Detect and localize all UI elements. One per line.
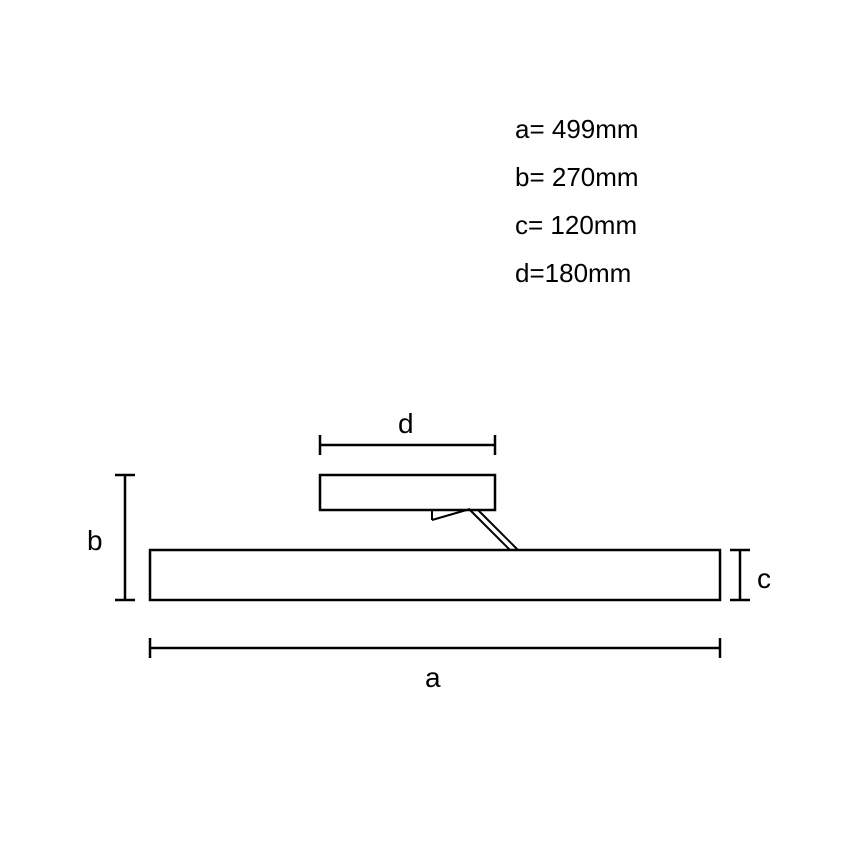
dim-label-c: c <box>757 563 771 595</box>
dim-label-b: b <box>87 525 103 557</box>
technical-drawing <box>0 0 868 868</box>
dim-label-d: d <box>398 408 414 440</box>
dim-label-a: a <box>425 662 441 694</box>
